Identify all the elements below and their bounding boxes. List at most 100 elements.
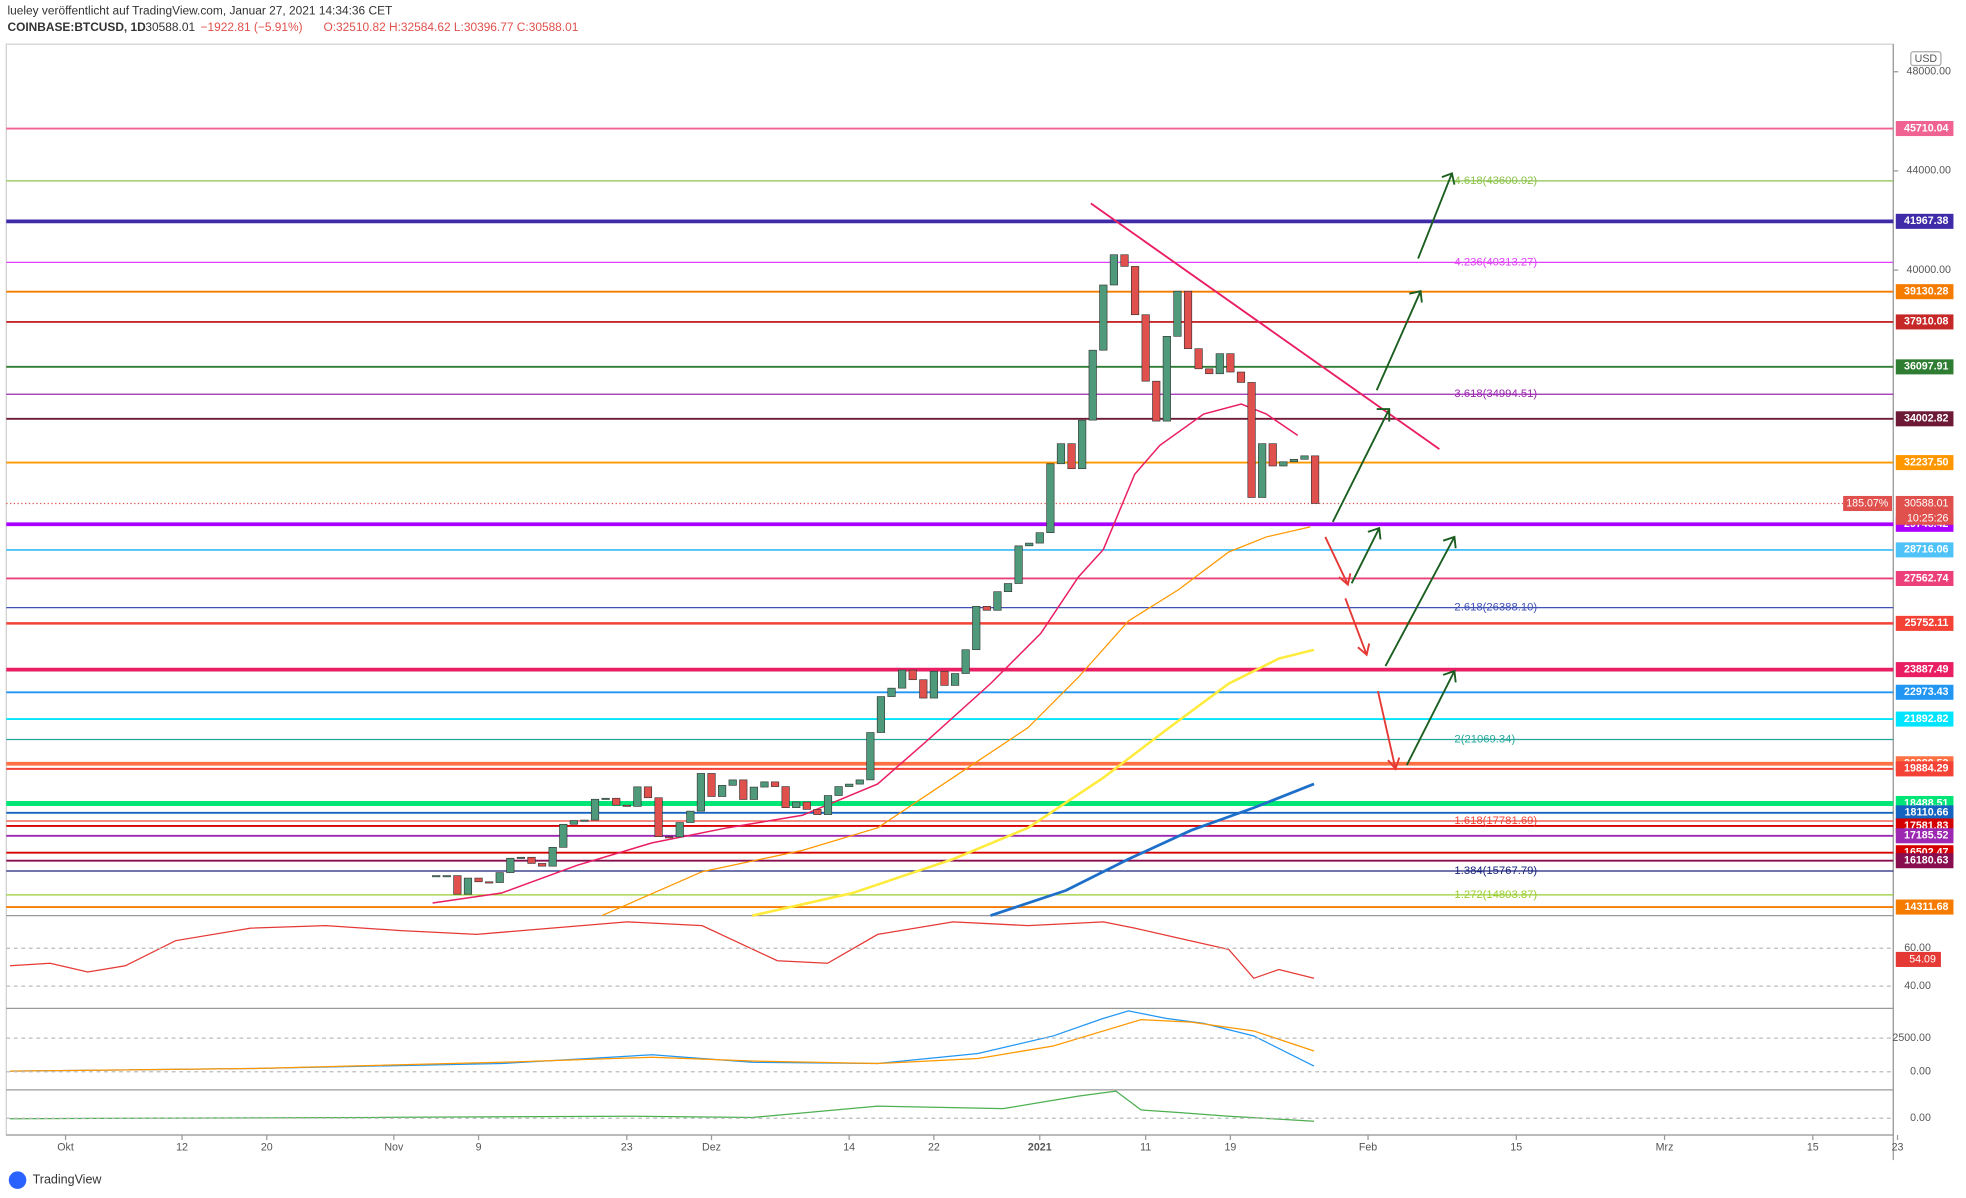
- levels: [6, 127, 1894, 908]
- candle: [474, 877, 483, 883]
- level-tag: [1895, 359, 1954, 375]
- level-tag-label: 18488.51: [1904, 797, 1948, 809]
- candle: [823, 795, 833, 815]
- candle: [728, 779, 737, 786]
- candle: [527, 856, 536, 864]
- last-price-label: 30588.01: [1904, 497, 1948, 509]
- published-line: lueley veröffentlicht auf TradingView.co…: [8, 4, 393, 18]
- candle: [643, 786, 653, 799]
- change: −1922.81 (−5.91%): [201, 20, 303, 34]
- y-tick-label: 44000.00: [1907, 165, 1951, 177]
- candle: [548, 847, 557, 867]
- candle: [940, 670, 949, 686]
- candle: [463, 877, 473, 895]
- candle: [972, 606, 981, 651]
- level-tag-label: 28716.06: [1904, 544, 1948, 556]
- level-tag: [1895, 411, 1954, 427]
- candle: [866, 732, 875, 781]
- logo: [8, 1171, 27, 1189]
- candle: [1300, 455, 1309, 460]
- candle: [1152, 380, 1161, 422]
- fib-label: 2.618(26388.10): [1454, 602, 1537, 614]
- candle: [908, 669, 917, 681]
- x-tick-label: 14: [843, 1141, 855, 1153]
- last: 30588.01: [145, 20, 195, 34]
- x-tick-label: Mrz: [1656, 1141, 1674, 1153]
- level-tag-label: 27562.74: [1904, 572, 1948, 584]
- symbol: COINBASE:BTCUSD, 1D: [8, 20, 147, 34]
- x-tick-label: Feb: [1359, 1141, 1377, 1153]
- plot: 4.618(43600.92) 4.236(40313.27) 3.618(3499…: [432, 175, 1537, 901]
- pane-tick-label: 2500.00: [1892, 1032, 1931, 1044]
- candle: [675, 822, 684, 838]
- candle: [654, 797, 663, 837]
- fib-label: 1.272(14803.87): [1454, 889, 1537, 901]
- candle: [1226, 353, 1235, 373]
- level-tag: [1895, 711, 1954, 727]
- x-tick-label: 20: [261, 1141, 273, 1153]
- x-tick-label: 9: [476, 1141, 482, 1153]
- ma-long: [752, 648, 1315, 917]
- x-tick-label: 23: [1892, 1141, 1904, 1153]
- candle: [601, 797, 610, 800]
- fib-label: 1.384(15767.79): [1454, 865, 1537, 877]
- arrow: [1405, 669, 1457, 766]
- fib-label: 2(21069.34): [1454, 733, 1515, 745]
- candle: [442, 875, 451, 878]
- level-tag: [1895, 684, 1954, 700]
- footer: [0, 1163, 1966, 1198]
- level-tag: [1895, 761, 1954, 777]
- arrow: [1375, 290, 1423, 391]
- candle: [453, 875, 462, 895]
- candle: [845, 783, 854, 787]
- level-tag-label: 14311.68: [1905, 901, 1949, 913]
- candle: [1025, 542, 1034, 547]
- level-tag: [1895, 455, 1954, 471]
- candle: [982, 606, 991, 611]
- candle: [580, 819, 589, 822]
- arrow: [1350, 526, 1382, 584]
- x-tick-label: Okt: [57, 1141, 74, 1153]
- countdown-tag: [1895, 511, 1954, 525]
- candle: [485, 881, 494, 884]
- candle: [802, 801, 811, 810]
- change-tag: [1843, 495, 1893, 512]
- candle: [1205, 368, 1214, 375]
- level-tag-label: 45710.04: [1904, 122, 1948, 134]
- candle: [1067, 443, 1076, 470]
- level-tag-label: 32237.50: [1904, 456, 1948, 468]
- ma-short: [432, 403, 1299, 904]
- level-tag: [1895, 121, 1954, 137]
- fib-label: 4.618(43600.92): [1454, 175, 1537, 187]
- candle: [887, 687, 896, 697]
- pane-tick-label: 40.00: [1904, 980, 1931, 992]
- candle: [950, 673, 960, 686]
- arrow: [1377, 690, 1401, 771]
- candle: [1056, 443, 1066, 465]
- candle: [590, 798, 600, 821]
- x-tick-label: 15: [1807, 1141, 1819, 1153]
- x-tick-label: 12: [176, 1141, 188, 1153]
- candle: [1236, 371, 1246, 383]
- candle: [538, 863, 547, 867]
- level-tag: [1895, 542, 1954, 558]
- candle: [1078, 419, 1087, 470]
- candle: [1268, 443, 1277, 467]
- candle: [813, 809, 822, 815]
- candle: [1311, 455, 1320, 504]
- level-tag-label: 16502.47: [1904, 847, 1948, 859]
- last-price-tag: [1895, 495, 1954, 512]
- pane-tick-label: 60.00: [1904, 942, 1931, 954]
- candle: [665, 836, 674, 839]
- x-tick-label: 19: [1224, 1141, 1236, 1153]
- candle: [961, 649, 970, 674]
- rsi-tag: [1895, 951, 1941, 967]
- x-tick-label: 2021: [1028, 1141, 1052, 1153]
- y-tick-label: 40000.00: [1907, 264, 1951, 276]
- ohlc: O:32510.82 H:32584.62 L:30396.77 C:30588…: [323, 20, 578, 34]
- candle: [1194, 348, 1203, 370]
- level-tag-label: 17581.83: [1904, 820, 1948, 832]
- candle: [1120, 254, 1129, 267]
- candle: [876, 696, 886, 733]
- level-tag-label: 36097.91: [1904, 361, 1948, 373]
